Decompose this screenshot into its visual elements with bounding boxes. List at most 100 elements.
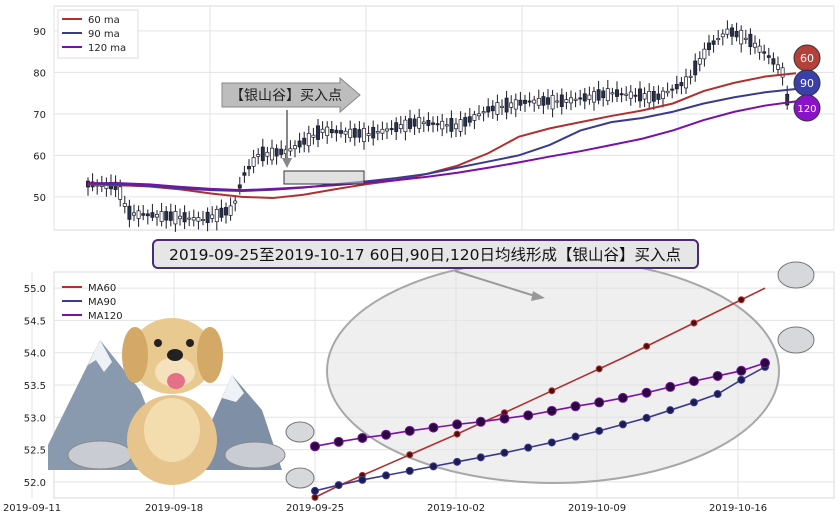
candle-body: [444, 124, 449, 127]
candle-body: [481, 111, 486, 114]
point-MA120: [570, 401, 581, 412]
candle-body: [490, 105, 495, 112]
candle-body: [348, 128, 353, 139]
candle-body: [762, 51, 767, 54]
candle-body: [509, 102, 514, 108]
point-MA60: [690, 319, 698, 327]
candle-body: [776, 64, 780, 70]
point-MA90: [311, 486, 319, 495]
candle-body: [500, 105, 504, 108]
bottom-line-MA60: [314, 287, 766, 499]
candle-body: [132, 212, 136, 216]
annotation-arrow-shape: [221, 76, 361, 114]
point-MA120: [546, 405, 557, 416]
candle-body: [707, 42, 711, 50]
annotation-pointer-head: [282, 158, 292, 168]
candle-body: [178, 215, 182, 220]
point-MA90: [618, 420, 627, 429]
candle-body: [141, 213, 146, 216]
point-MA120: [452, 419, 463, 430]
top-line-90ma: [87, 87, 797, 193]
candle-body: [293, 145, 297, 150]
legend-label-60ma: 60 ma: [88, 15, 120, 26]
candle-body: [550, 95, 555, 110]
top-y-tick-label: 90: [33, 27, 46, 38]
candle-body: [601, 90, 606, 99]
bottom-y-tick-label: 53.5: [24, 381, 46, 392]
point-MA60: [311, 493, 319, 501]
candle-body: [122, 203, 127, 207]
bottom-x-axis: 2019-09-11 2019-09-18 2019-09-25 2019-10-02…: [3, 503, 767, 514]
point-MA120: [641, 387, 652, 398]
ingot-icon-start-120: [285, 421, 315, 443]
candle-body: [463, 117, 468, 127]
candle-body: [343, 130, 348, 135]
candle-body: [605, 88, 610, 102]
point-MA90: [524, 443, 533, 452]
point-MA120: [333, 436, 344, 447]
point-MA90: [429, 462, 438, 471]
candle-body: [633, 94, 638, 97]
top-y-tick-label: 50: [33, 193, 46, 204]
candle-body: [610, 92, 615, 95]
point-MA90: [382, 471, 391, 480]
top-y-axis: 90 80 70 60 50: [33, 27, 46, 204]
bottom-y-tick-label: 52.5: [24, 446, 46, 457]
bottom-x-tick-label: 2019-09-11: [3, 503, 61, 514]
point-MA60: [548, 387, 556, 395]
candle-body: [467, 116, 472, 123]
candle-body: [619, 93, 624, 96]
candle-body: [725, 28, 730, 35]
candle-body: [375, 131, 380, 134]
point-MA90: [642, 413, 651, 422]
top-line-60ma: [87, 72, 797, 200]
badge-60-label: 60: [800, 52, 814, 65]
legend-label-ma120: MA120: [88, 311, 123, 322]
ma-badges: 60 90 120: [793, 44, 821, 122]
candle-body: [711, 40, 716, 45]
candle-body: [389, 128, 394, 131]
point-MA90: [334, 481, 343, 490]
candle-body: [118, 186, 123, 200]
candle-body: [495, 102, 500, 115]
candle-body: [739, 29, 744, 45]
candle-body: [325, 126, 330, 136]
top-panel: 90 80 70 60 50 【银山谷】买入点 60 ma 90 ma 120 ma 6…: [33, 5, 835, 232]
point-MA120: [688, 376, 699, 387]
bottom-y-tick-label: 54.5: [24, 316, 46, 327]
candle-body: [357, 129, 362, 138]
point-MA120: [381, 429, 392, 440]
candle-body: [523, 99, 527, 104]
candle-body: [237, 184, 242, 189]
candle-body: [753, 42, 757, 48]
candle-body: [559, 94, 564, 107]
badge-120-label: 120: [797, 104, 816, 115]
legend-label-ma60: MA60: [88, 283, 116, 294]
candle-body: [210, 214, 215, 219]
candle-body: [679, 82, 684, 87]
top-ma-lines: [87, 72, 797, 200]
candle-body: [173, 211, 178, 225]
candle-body: [371, 127, 376, 139]
line-end-icons: [285, 261, 815, 489]
candle-body: [472, 114, 477, 121]
candle-body: [582, 93, 587, 102]
silver-ingot-right: [224, 441, 286, 469]
candle-body: [569, 97, 573, 104]
bottom-y-tick-label: 52.0: [24, 478, 46, 489]
candle-body: [302, 137, 307, 145]
candle-body: [532, 99, 537, 104]
candle-body: [191, 217, 196, 221]
mountain-left-snow: [88, 340, 112, 372]
candle-body: [265, 151, 270, 157]
candle-body: [408, 118, 412, 129]
point-MA120: [617, 392, 628, 403]
candle-body: [426, 120, 431, 126]
point-MA90: [547, 438, 556, 447]
candle-body: [306, 133, 311, 147]
candle-body: [638, 88, 642, 102]
mountain-right-snow: [222, 375, 244, 402]
candle-body: [766, 55, 771, 58]
candle-body: [288, 148, 293, 152]
